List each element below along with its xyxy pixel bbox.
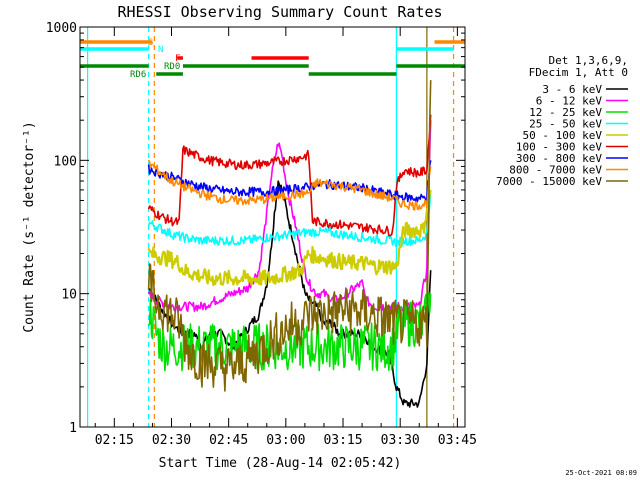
x-tick-label-1: 02:30 xyxy=(152,433,191,448)
flag-label-s: S xyxy=(148,38,153,48)
legend-header-1: FDecim 1, Att 0 xyxy=(529,66,628,79)
legend-entry-label-3: 25 - 50 keV xyxy=(529,118,602,131)
footer-timestamp: 25-Oct-2021 08:09 xyxy=(565,469,637,477)
x-axis-label: Start Time (28-Aug-14 02:05:42) xyxy=(159,456,402,471)
legend-entry-label-6: 300 - 800 keV xyxy=(516,152,602,165)
legend-entry-label-1: 6 - 12 keV xyxy=(536,95,603,108)
x-tick-label-2: 02:45 xyxy=(209,433,248,448)
series-line-800-7000-kev xyxy=(147,159,432,211)
x-tick-label-0: 02:15 xyxy=(95,433,134,448)
series-line-3-6-kev xyxy=(148,180,432,408)
y-axis-label: Count Rate (s⁻¹ detector⁻¹) xyxy=(22,121,37,332)
legend-entry-label-8: 7000 - 15000 keV xyxy=(496,175,602,188)
flag-label-rd0: RD0 xyxy=(164,62,180,72)
legend-entry-label-5: 100 - 300 keV xyxy=(516,141,602,154)
x-tick-label-4: 03:15 xyxy=(323,433,362,448)
y-tick-label-1: 10 xyxy=(61,288,77,303)
series-line-100-300-kev xyxy=(147,114,432,237)
legend-entry-label-4: 50 - 100 keV xyxy=(523,129,603,142)
series-line-6-12-kev xyxy=(147,120,432,313)
x-tick-label-6: 03:45 xyxy=(438,433,477,448)
series-line-25-50-kev xyxy=(147,189,432,248)
series-line-7000-15000-kev xyxy=(147,80,432,392)
legend-entry-label-0: 3 - 6 keV xyxy=(542,83,602,96)
legend-entry-label-7: 800 - 7000 keV xyxy=(509,164,602,177)
chart-title: RHESSI Observing Summary Count Rates xyxy=(117,3,442,21)
series-line-50-100-kev xyxy=(147,189,432,287)
series-line-12-25-kev xyxy=(147,291,432,372)
plot-frame xyxy=(79,26,466,428)
x-tick-label-3: 03:00 xyxy=(266,433,305,448)
series-group xyxy=(87,27,455,427)
y-tick-label-3: 1000 xyxy=(46,21,77,36)
y-tick-label-0: 1 xyxy=(69,421,77,436)
flag-label-f: F xyxy=(175,54,180,64)
flag-label-n: N xyxy=(158,45,163,55)
flag-label-rd6: RD6 xyxy=(130,70,146,80)
axes: 02:15 02:30 02:45 03:00 03:15 03:30 03:45 1 10 10… xyxy=(46,21,477,448)
legend-entry-label-2: 12 - 25 keV xyxy=(529,106,602,119)
legend-header-0: Det 1,3,6,9, xyxy=(549,54,628,67)
y-tick-label-2: 100 xyxy=(54,154,77,169)
x-tick-label-5: 03:30 xyxy=(381,433,420,448)
